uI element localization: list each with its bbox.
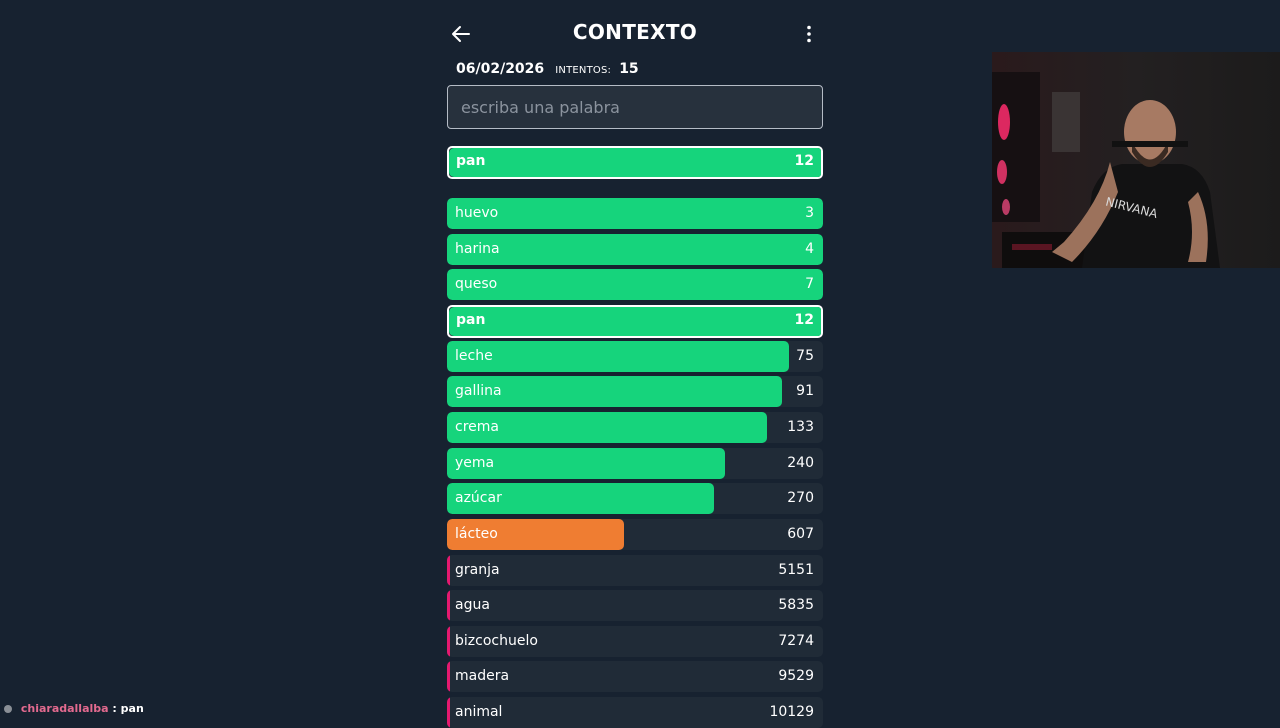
proximity-bar (447, 376, 782, 407)
guess-rank: 12 (794, 312, 814, 328)
guess-word: bizcochuelo (455, 633, 538, 649)
guess-word: huevo (455, 205, 499, 221)
guess-rank: 240 (787, 455, 814, 471)
guess-row: granja 5151 (447, 555, 823, 586)
guess-row-current: pan 12 (447, 305, 823, 338)
proximity-bar (447, 448, 725, 479)
guess-row: harina 4 (447, 234, 823, 265)
proximity-bar (447, 198, 823, 229)
contexto-game: CONTEXTO 06/02/2026 INTENTOS: 15 pan 12 h… (447, 0, 823, 728)
guess-word: harina (455, 241, 500, 257)
chat-separator: : (112, 702, 121, 715)
proximity-bar (447, 555, 450, 586)
guess-word: madera (455, 668, 510, 684)
guess-row-current: pan 12 (447, 146, 823, 179)
proximity-bar (447, 483, 714, 514)
webcam-overlay: NIRVANA (992, 52, 1280, 268)
attempts-label: INTENTOS: (555, 65, 612, 76)
guess-rank: 91 (796, 383, 814, 399)
guess-rank: 133 (787, 419, 814, 435)
guess-rank: 5835 (778, 597, 814, 613)
arrow-left-icon[interactable] (449, 22, 473, 46)
guess-rank: 7274 (778, 633, 814, 649)
chat-message: chiaradallalba : pan (4, 702, 144, 715)
guess-row: madera 9529 (447, 661, 823, 692)
attempts-count: 15 (619, 61, 639, 77)
guess-row: animal 10129 (447, 697, 823, 728)
guess-row: bizcochuelo 7274 (447, 626, 823, 657)
chat-badge-icon (4, 705, 12, 713)
guess-word: lácteo (455, 526, 498, 542)
more-vertical-icon[interactable] (797, 22, 821, 46)
proximity-bar (447, 519, 624, 550)
guess-word: animal (455, 704, 503, 720)
game-info: 06/02/2026 INTENTOS: 15 (456, 58, 639, 78)
webcam-image: NIRVANA (992, 52, 1280, 268)
guess-rank: 10129 (769, 704, 814, 720)
guess-word: azúcar (455, 490, 502, 506)
guess-rank: 9529 (778, 668, 814, 684)
game-date: 06/02/2026 (456, 61, 545, 77)
proximity-bar (447, 626, 450, 657)
guess-rank: 270 (787, 490, 814, 506)
proximity-bar (449, 307, 821, 336)
proximity-bar (447, 590, 450, 621)
proximity-bar (449, 148, 821, 177)
proximity-bar (447, 269, 823, 300)
app-header: CONTEXTO (447, 18, 823, 50)
guess-row: lácteo 607 (447, 519, 823, 550)
guess-rank: 12 (794, 153, 814, 169)
guess-row: leche 75 (447, 341, 823, 372)
proximity-bar (447, 412, 767, 443)
proximity-bar (447, 661, 450, 692)
guess-row: gallina 91 (447, 376, 823, 407)
page-title: CONTEXTO (572, 20, 698, 44)
guess-word: yema (455, 455, 495, 471)
guess-word: leche (455, 348, 493, 364)
guess-row: crema 133 (447, 412, 823, 443)
chat-username: chiaradallalba (20, 702, 109, 715)
guess-word: crema (455, 419, 499, 435)
guess-rank: 607 (787, 526, 814, 542)
guess-word: queso (455, 276, 498, 292)
guess-row: queso 7 (447, 269, 823, 300)
guess-rank: 7 (805, 276, 814, 292)
word-input[interactable] (447, 85, 823, 129)
proximity-bar (447, 341, 789, 372)
guess-rank: 4 (805, 241, 814, 257)
guess-word: pan (456, 312, 486, 328)
guess-row: huevo 3 (447, 198, 823, 229)
guess-word: gallina (455, 383, 502, 399)
chat-text: pan (120, 702, 144, 715)
guess-rank: 75 (796, 348, 814, 364)
guess-rank: 3 (805, 205, 814, 221)
guess-rank: 5151 (778, 562, 814, 578)
proximity-bar (447, 234, 823, 265)
guess-row: yema 240 (447, 448, 823, 479)
guess-word: granja (455, 562, 500, 578)
guess-word: agua (455, 597, 490, 613)
proximity-bar (447, 697, 450, 728)
guess-row: azúcar 270 (447, 483, 823, 514)
guess-row: agua 5835 (447, 590, 823, 621)
guess-word: pan (456, 153, 486, 169)
